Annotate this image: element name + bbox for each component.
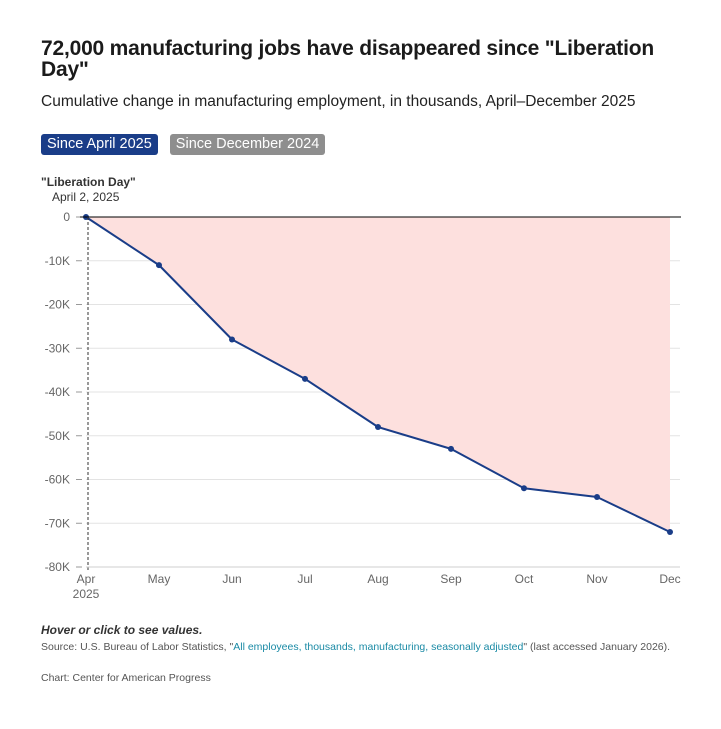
data-point[interactable]: Oct: -62000 — [521, 485, 527, 492]
chart-subtitle: Cumulative change in manufacturing emplo… — [41, 93, 636, 110]
annotation-date: April 2, 2025 — [52, 190, 120, 204]
data-point[interactable]: Aug: -48000 — [375, 424, 381, 430]
y-tick-label: -30K — [45, 341, 70, 355]
x-tick-sublabel: 2025 — [73, 587, 100, 601]
liberation-day-annotation: "Liberation Day" April 2, 2025 — [41, 175, 136, 204]
y-tick-label: -60K — [45, 473, 70, 487]
chart-credit: Chart: Center for American Progress — [41, 672, 211, 684]
chart-title: 72,000 manufacturing jobs have disappear… — [41, 37, 654, 81]
data-point[interactable]: Sep: -53000 — [448, 445, 454, 452]
source-note: Source: U.S. Bureau of Labor Statistics,… — [41, 641, 681, 654]
view-toggle: Since April 2025 Since December 2024 — [41, 134, 681, 156]
area-layer — [86, 217, 670, 532]
x-tick-label: Dec — [659, 572, 680, 586]
annotation-title: "Liberation Day" — [41, 175, 136, 189]
tab-since-december-2024[interactable]: Since December 2024 — [169, 134, 326, 155]
tab-since-april-2025[interactable]: Since April 2025 — [41, 134, 158, 155]
data-point[interactable]: Jun: -28000 — [229, 336, 235, 343]
x-tick-label: Sep — [440, 572, 462, 586]
y-tick-label: -20K — [45, 298, 70, 312]
data-point[interactable]: Nov: -64000 — [594, 494, 600, 500]
series-layer: Apr: 0May: -11000Jun: -28000Jul: -37000A… — [83, 214, 673, 535]
data-point[interactable]: Jul: -37000 — [302, 375, 308, 382]
y-tick-label: -80K — [45, 560, 70, 574]
area-fill — [86, 217, 670, 532]
source-link[interactable]: All employees, thousands, manufacturing,… — [233, 641, 524, 653]
y-tick-label: -50K — [45, 429, 70, 443]
interaction-hint: Hover or click to see values. — [41, 623, 203, 637]
axes: 0 -10K -20K -30K -40K -50K -60K -70K -80K Apr May J… — [45, 210, 681, 601]
source-suffix: " (last accessed January 2026). — [523, 641, 671, 653]
y-tick-label: -40K — [45, 385, 70, 399]
x-tick-label: Nov — [586, 572, 607, 586]
source-prefix: Source: U.S. Bureau of Labor Statistics,… — [41, 641, 234, 653]
x-tick-label: Jul — [297, 572, 312, 586]
data-point[interactable]: Dec: -72000 — [667, 529, 673, 535]
x-tick-label: Oct — [515, 572, 534, 586]
chart-header: 72,000 manufacturing jobs have disappear… — [41, 38, 681, 156]
y-tick-label: -70K — [45, 516, 70, 530]
x-tick-label: Jun — [222, 572, 241, 586]
area-chart[interactable]: Apr: 0May: -11000Jun: -28000Jul: -37000A… — [0, 0, 721, 610]
data-point[interactable]: May: -11000 — [156, 262, 162, 269]
y-tick-label: 0 — [63, 210, 70, 224]
x-tick-label: Aug — [367, 572, 388, 586]
x-tick-label: Apr — [77, 572, 96, 586]
x-tick-label: May — [148, 572, 171, 586]
y-tick-label: -10K — [45, 254, 70, 268]
